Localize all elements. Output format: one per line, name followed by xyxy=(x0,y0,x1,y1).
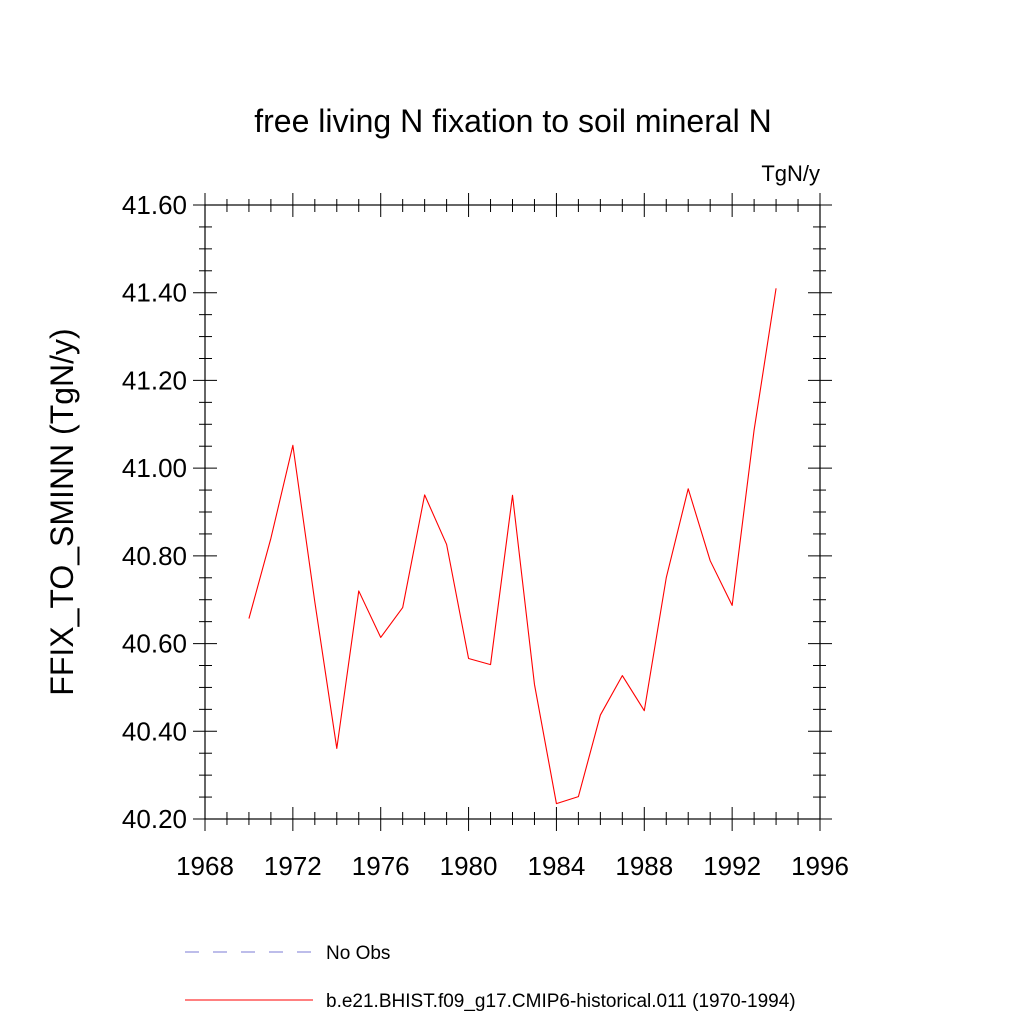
y-tick-label: 40.40 xyxy=(122,716,187,746)
legend-label: No Obs xyxy=(326,943,390,964)
y-tick-label: 40.80 xyxy=(122,541,187,571)
y-tick-label: 41.20 xyxy=(122,365,187,395)
minor-ticks xyxy=(199,199,826,825)
x-tick-label: 1972 xyxy=(264,851,322,881)
y-tick-label: 41.00 xyxy=(122,453,187,483)
legend-label: b.e21.BHIST.f09_g17.CMIP6-historical.011… xyxy=(326,991,796,1012)
major-ticks xyxy=(193,193,832,831)
units-label: TgN/y xyxy=(761,161,820,186)
legend: No Obs b.e21.BHIST.f09_g17.CMIP6-historic… xyxy=(185,943,796,1012)
x-tick-label: 1980 xyxy=(440,851,498,881)
x-tick-label: 1992 xyxy=(703,851,761,881)
y-axis-label: FFIX_TO_SMINN (TgN/y) xyxy=(44,328,80,695)
x-tick-label: 1984 xyxy=(528,851,586,881)
tick-labels: 1968 1972 1976 1980 1984 1988 1992 1996 40.20 40.… xyxy=(122,190,849,881)
y-tick-label: 40.20 xyxy=(122,804,187,834)
x-tick-label: 1996 xyxy=(791,851,849,881)
x-tick-label: 1976 xyxy=(352,851,410,881)
chart-title: free living N fixation to soil mineral N xyxy=(254,103,772,139)
x-tick-label: 1968 xyxy=(176,851,234,881)
y-tick-label: 41.40 xyxy=(122,278,187,308)
y-tick-label: 40.60 xyxy=(122,629,187,659)
series-line xyxy=(248,288,777,805)
x-tick-label: 1988 xyxy=(615,851,673,881)
series-layer xyxy=(248,288,777,805)
plot-frame xyxy=(204,204,821,820)
y-tick-label: 41.60 xyxy=(122,190,187,220)
